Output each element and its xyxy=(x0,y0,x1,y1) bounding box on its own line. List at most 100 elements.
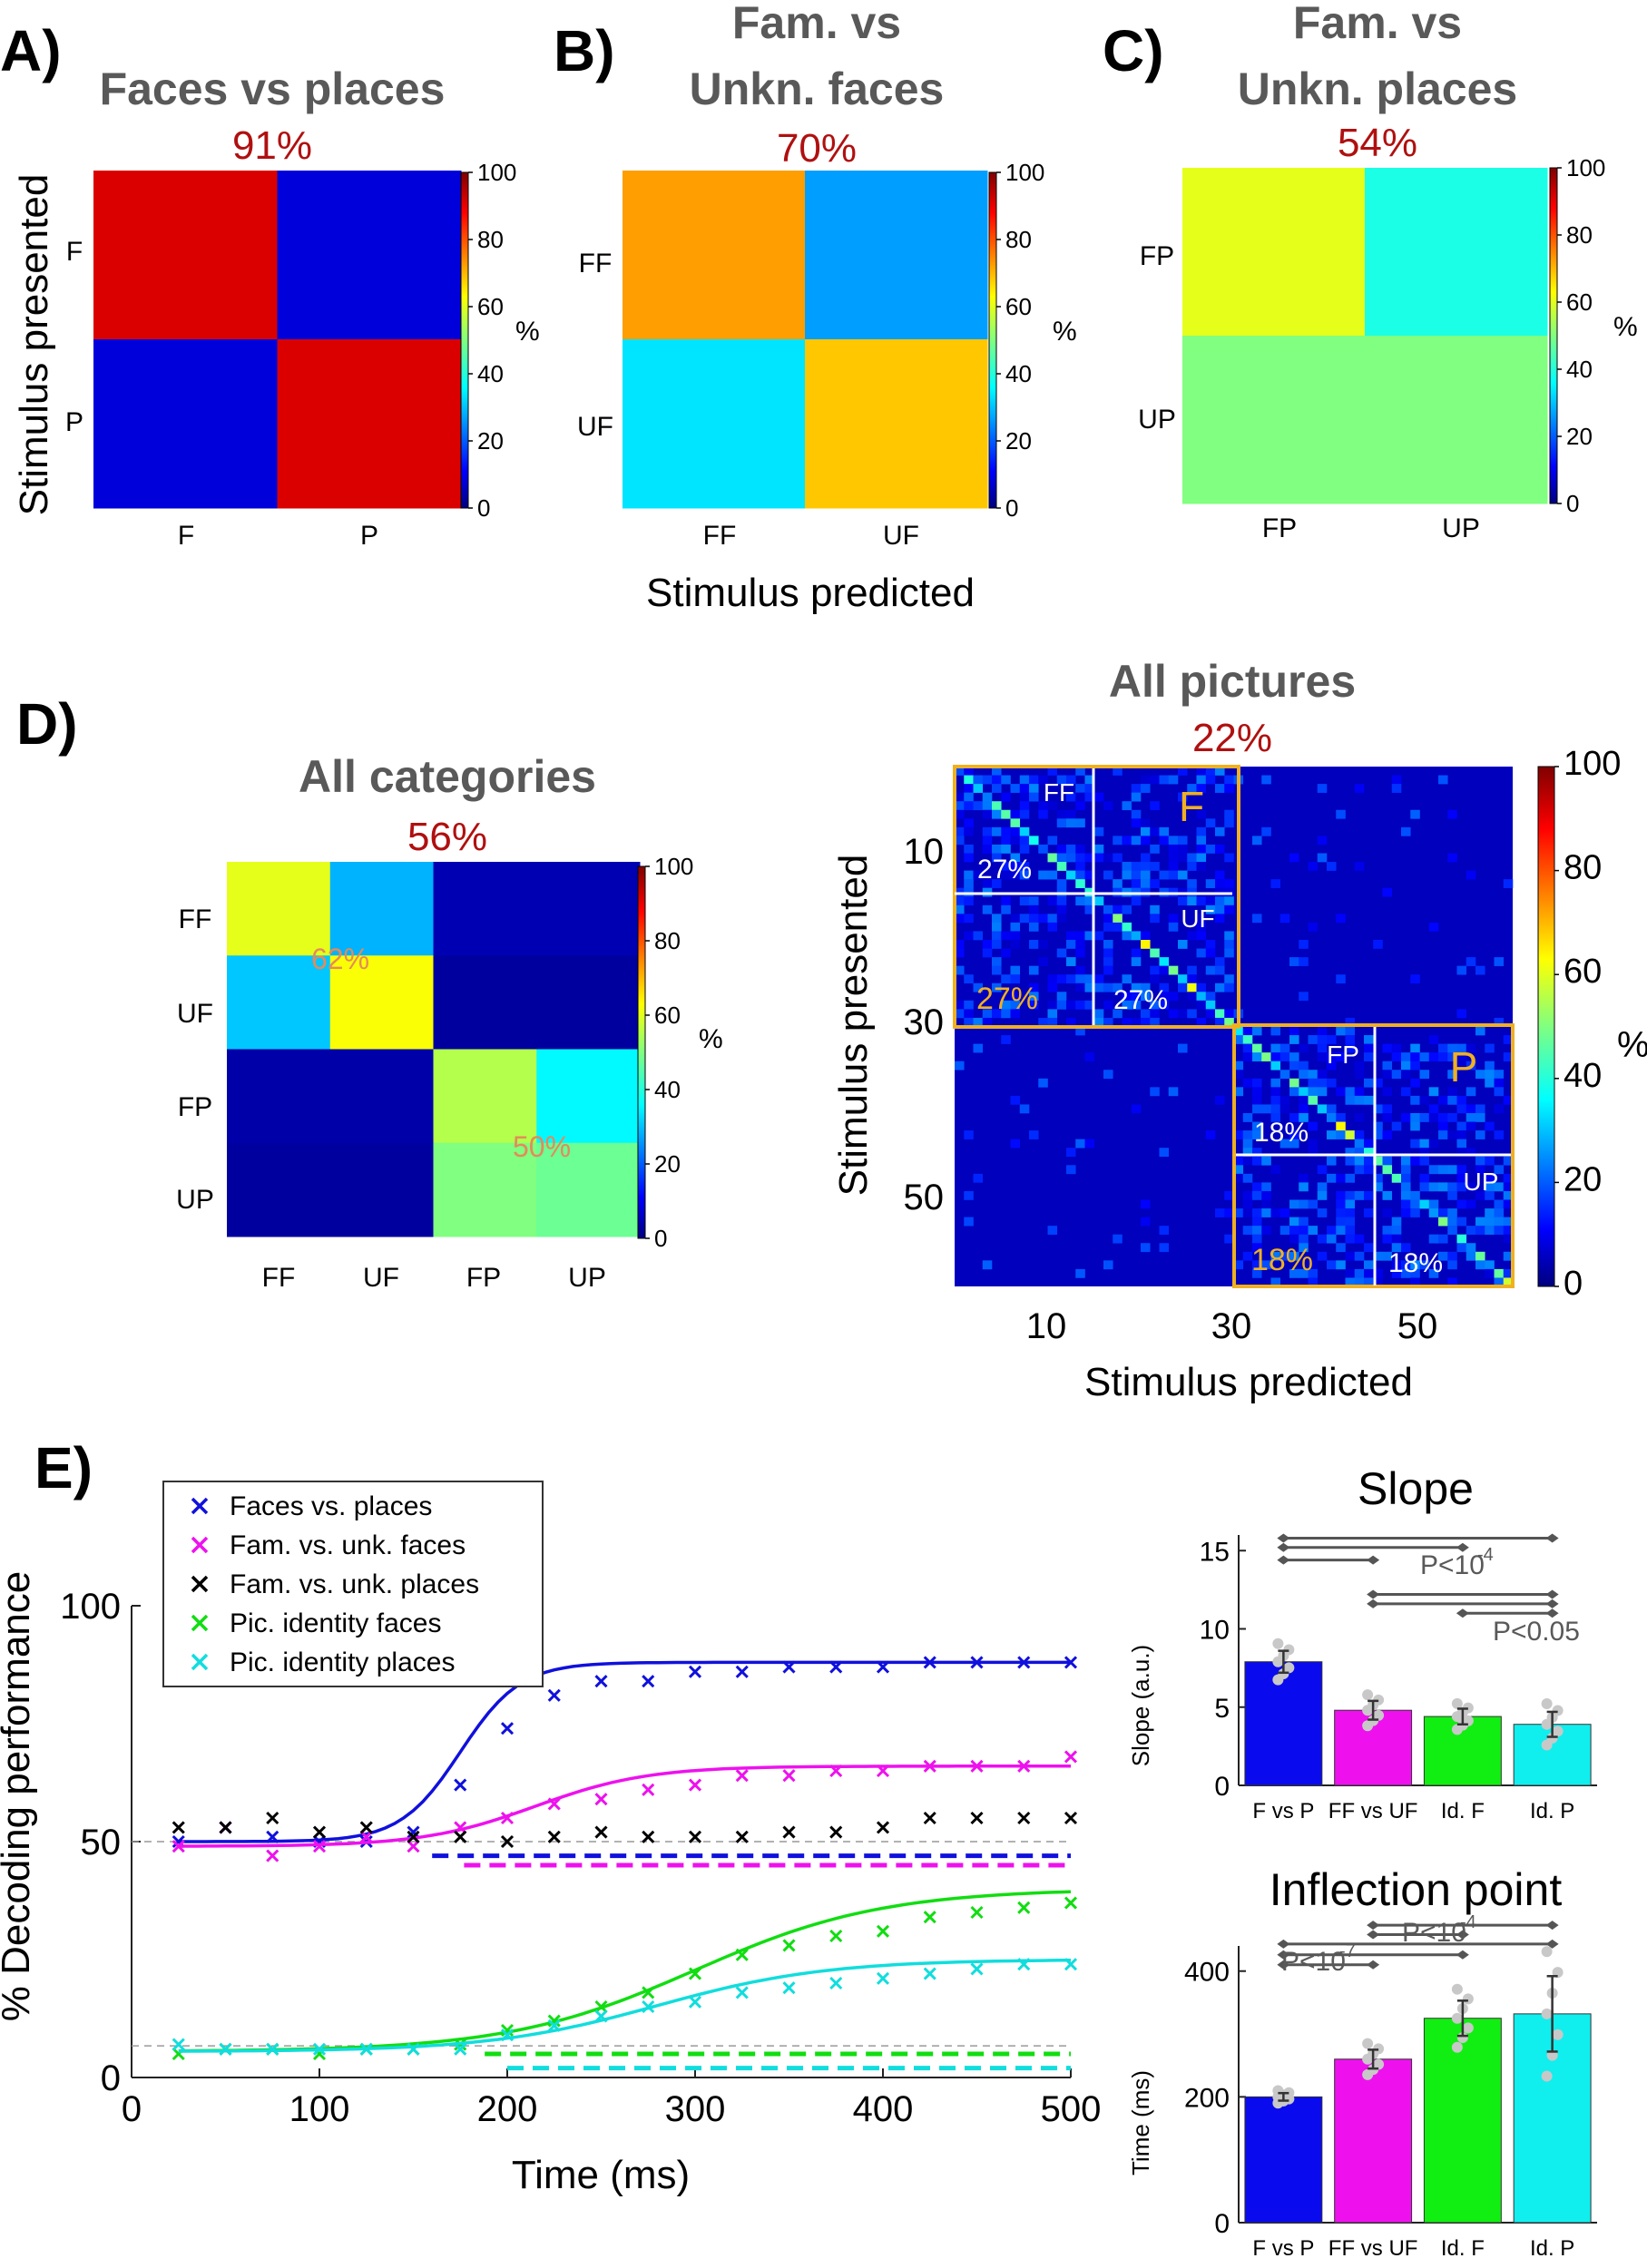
data-point-1-0 xyxy=(172,1840,185,1853)
picture-cell xyxy=(1270,1043,1281,1053)
x-tick-label: 0 xyxy=(122,2089,142,2129)
panel-b-heatmap xyxy=(623,171,988,509)
picture-cell xyxy=(1029,904,1039,914)
picture-cell xyxy=(1103,914,1113,924)
data-point-2-19 xyxy=(1064,1811,1078,1825)
data-point-0-10 xyxy=(642,1675,655,1688)
picture-cell xyxy=(1113,1234,1123,1244)
picture-cell xyxy=(992,775,1002,785)
picture-cell xyxy=(1419,1260,1430,1270)
data-point-3-7 xyxy=(500,2023,515,2038)
picture-cell xyxy=(955,904,965,914)
picture-cell xyxy=(1150,826,1160,836)
picture-cell xyxy=(1401,1087,1411,1097)
picture-cell xyxy=(1224,1234,1234,1244)
picture-cell xyxy=(1019,1104,1030,1114)
picture-cell xyxy=(1224,931,1234,941)
picture-cell xyxy=(1475,1251,1485,1261)
picture-cell xyxy=(1224,1009,1234,1019)
picture-cell xyxy=(992,922,1002,932)
picture-cell xyxy=(1122,992,1132,1002)
picture-cell xyxy=(1047,853,1058,863)
data-point-1-8 xyxy=(547,1797,561,1811)
picture-cell xyxy=(1261,1052,1271,1061)
picture-cell xyxy=(1299,957,1309,966)
picture-cell xyxy=(1252,1156,1262,1166)
picture-cell xyxy=(1252,1260,1262,1270)
picture-cell xyxy=(1270,1208,1281,1217)
picture-cell xyxy=(1336,1026,1346,1036)
picture-cell xyxy=(1308,1035,1319,1044)
data-point-0-8 xyxy=(547,1688,561,1702)
picture-cell xyxy=(1373,1104,1383,1114)
picture-cell xyxy=(1364,1260,1374,1270)
picture-cell xyxy=(1447,1052,1457,1061)
picture-cell xyxy=(1270,1026,1281,1036)
picture-cell xyxy=(973,982,984,992)
panel-d1-title: All categories xyxy=(299,751,596,802)
panel-d1-accuracy: 56% xyxy=(407,815,487,859)
picture-cell xyxy=(1010,1139,1021,1149)
picture-cell xyxy=(1503,1277,1514,1287)
picture-cell xyxy=(1010,922,1021,932)
picture-cell xyxy=(1141,1009,1151,1019)
bar-y-tick-label: 0 xyxy=(1214,1772,1230,1802)
picture-cell xyxy=(1019,792,1030,802)
picture-cell xyxy=(1428,1104,1439,1114)
picture-cell xyxy=(1075,948,1085,958)
picture-cell xyxy=(1485,1070,1495,1080)
colorbar-label: % xyxy=(1053,317,1077,347)
picture-cell xyxy=(1233,1260,1244,1270)
picture-cell xyxy=(1419,1139,1430,1149)
picture-cell xyxy=(1075,767,1085,776)
bracket-end-1-a xyxy=(1277,1950,1290,1960)
picture-cell xyxy=(1447,1095,1457,1105)
subject-dot xyxy=(1541,2008,1553,2019)
data-point-4-3 xyxy=(312,2042,327,2056)
picture-cell xyxy=(1084,784,1095,793)
picture-cell xyxy=(1196,775,1207,785)
panel-b-colorbar: 0 20 40 60 80 100% xyxy=(988,159,1077,522)
picture-cell xyxy=(1010,862,1021,871)
picture-cell xyxy=(964,792,974,802)
ff-block-accuracy: 27% xyxy=(977,855,1032,885)
picture-cell xyxy=(1364,1165,1374,1175)
picture-cell xyxy=(1047,1009,1058,1019)
picture-cell xyxy=(1224,982,1234,992)
picture-cell xyxy=(1391,1043,1402,1053)
panel-d-categories: All categories 56% FF UF FP UP FF UF FP … xyxy=(176,751,723,1293)
bar-category-label-1: FF vs UF xyxy=(1328,1799,1418,1823)
picture-cell xyxy=(1317,836,1328,846)
picture-cell xyxy=(1084,1139,1095,1149)
picture-cell xyxy=(1075,931,1085,941)
data-point-2-2 xyxy=(266,1811,279,1825)
data-point-4-19 xyxy=(1064,1958,1078,1971)
picture-cell xyxy=(1010,940,1021,949)
picture-cell xyxy=(1345,1208,1356,1217)
picture-cell xyxy=(1233,1173,1244,1183)
colorbar-gradient xyxy=(1549,167,1558,504)
picture-cell xyxy=(1178,767,1188,776)
subject-dot xyxy=(1362,1689,1374,1701)
picture-cell xyxy=(1205,965,1216,975)
picture-cell xyxy=(1224,879,1234,888)
picture-cell xyxy=(1056,904,1067,914)
picture-cell xyxy=(973,1017,984,1027)
panel-b-title-line-1: Fam. vs xyxy=(732,0,901,48)
data-point-2-3 xyxy=(312,1825,327,1839)
heatmap-cell-D1-1-2 xyxy=(433,955,537,1050)
subject-dot xyxy=(1362,2038,1374,2049)
picture-cell xyxy=(1485,1226,1495,1235)
picture-cell xyxy=(1047,974,1058,984)
picture-cell xyxy=(1010,818,1021,828)
picture-cell xyxy=(1141,862,1151,871)
picture-cell xyxy=(1438,1165,1448,1175)
picture-cell xyxy=(1131,818,1142,828)
picture-cell xyxy=(1168,862,1179,871)
picture-cell xyxy=(1466,1243,1476,1253)
colorbar-label: % xyxy=(515,317,540,347)
picture-cell xyxy=(1075,965,1085,975)
picture-cell xyxy=(1289,853,1299,863)
picture-cell xyxy=(1438,1113,1448,1122)
picture-cell xyxy=(964,1130,974,1139)
